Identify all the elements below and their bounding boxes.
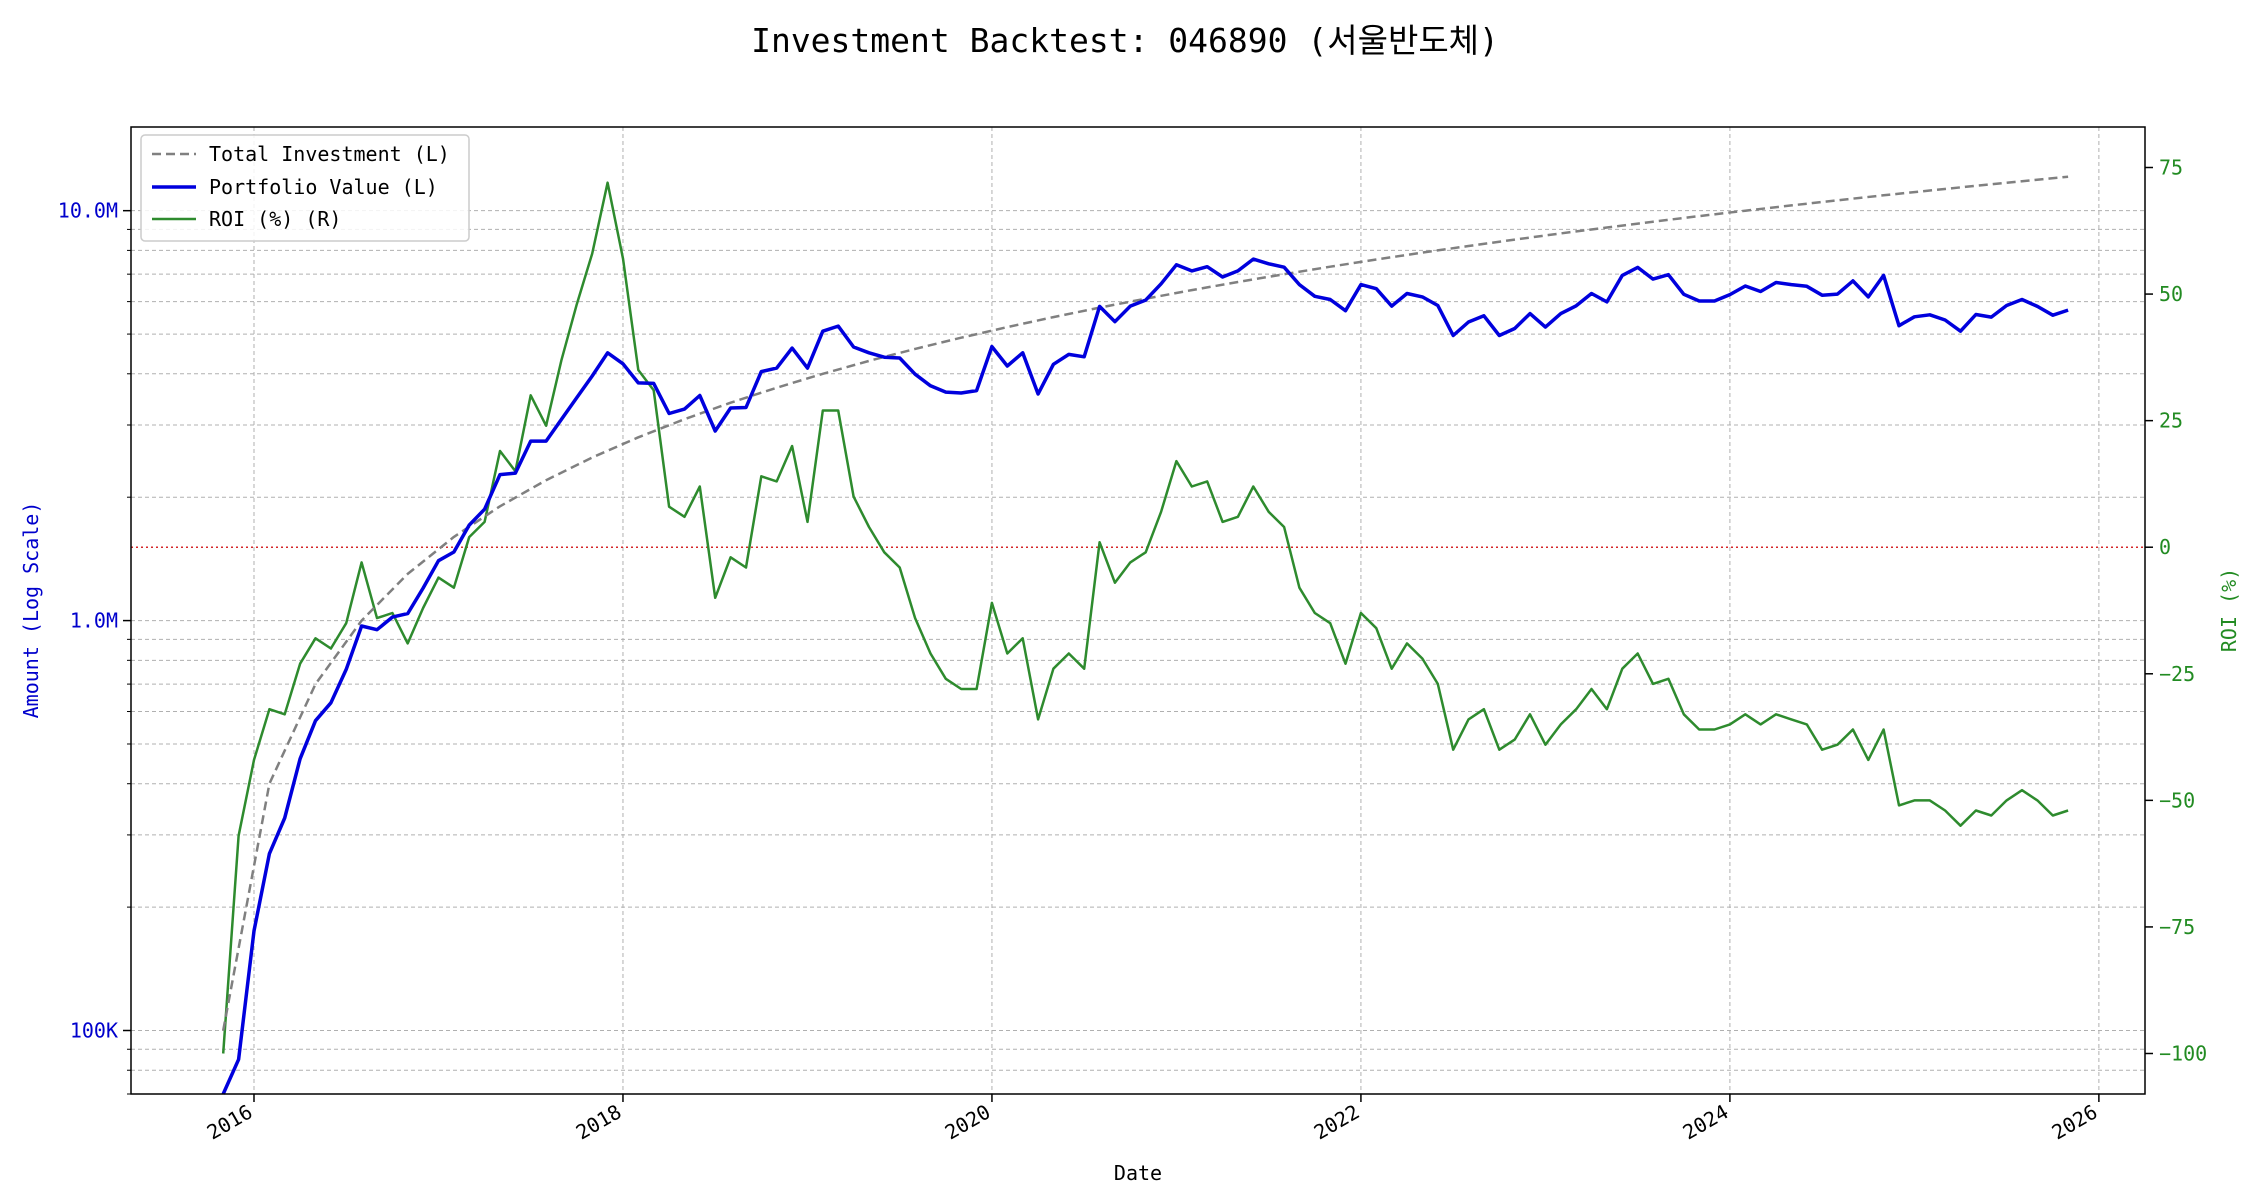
y-right-tick-label: 50 — [2159, 282, 2183, 306]
y-right-tick-label: −75 — [2159, 915, 2195, 939]
legend-label-total-investment: Total Investment (L) — [209, 142, 450, 166]
total-investment-line — [221, 175, 2069, 1031]
portfolio-value-line — [221, 257, 2069, 1095]
x-tick-label: 2022 — [1310, 1100, 1364, 1145]
y-right-tick-label: −25 — [2159, 662, 2195, 686]
x-tick-label: 2026 — [2048, 1100, 2102, 1145]
x-axis-label: Date — [1114, 1161, 1162, 1185]
y-left-tick-label: 1.0M — [70, 609, 118, 633]
legend-label-roi: ROI (%) (R) — [209, 207, 341, 231]
y-right-tick-label: 0 — [2159, 535, 2171, 559]
chart-title: Investment Backtest: 046890 (서울반도체) — [751, 21, 1499, 60]
grid-lines — [131, 127, 2145, 1095]
y-right-tick-label: −50 — [2159, 788, 2195, 812]
x-tick-label: 2018 — [572, 1100, 626, 1145]
y-right-tick-label: 75 — [2159, 156, 2183, 180]
y-left-tick-label: 10.0M — [58, 199, 118, 223]
legend: Total Investment (L) Portfolio Value (L)… — [140, 134, 470, 242]
y-left-tick-label: 100K — [70, 1019, 118, 1043]
y-right-tick-label: 25 — [2159, 409, 2183, 433]
x-tick-label: 2020 — [941, 1100, 995, 1145]
roi-line — [221, 181, 2069, 1054]
legend-label-portfolio-value: Portfolio Value (L) — [209, 175, 438, 199]
y-right-tick-label: −100 — [2159, 1041, 2207, 1065]
x-tick-label: 2016 — [203, 1100, 257, 1145]
plot-area-frame — [130, 126, 2146, 1095]
legend-box — [140, 134, 470, 242]
series-lines — [221, 175, 2069, 1095]
x-tick-label: 2024 — [1679, 1100, 1733, 1145]
y-axis-right-label: ROI (%) — [2217, 568, 2241, 652]
y-axis-left-label: Amount (Log Scale) — [19, 502, 43, 719]
